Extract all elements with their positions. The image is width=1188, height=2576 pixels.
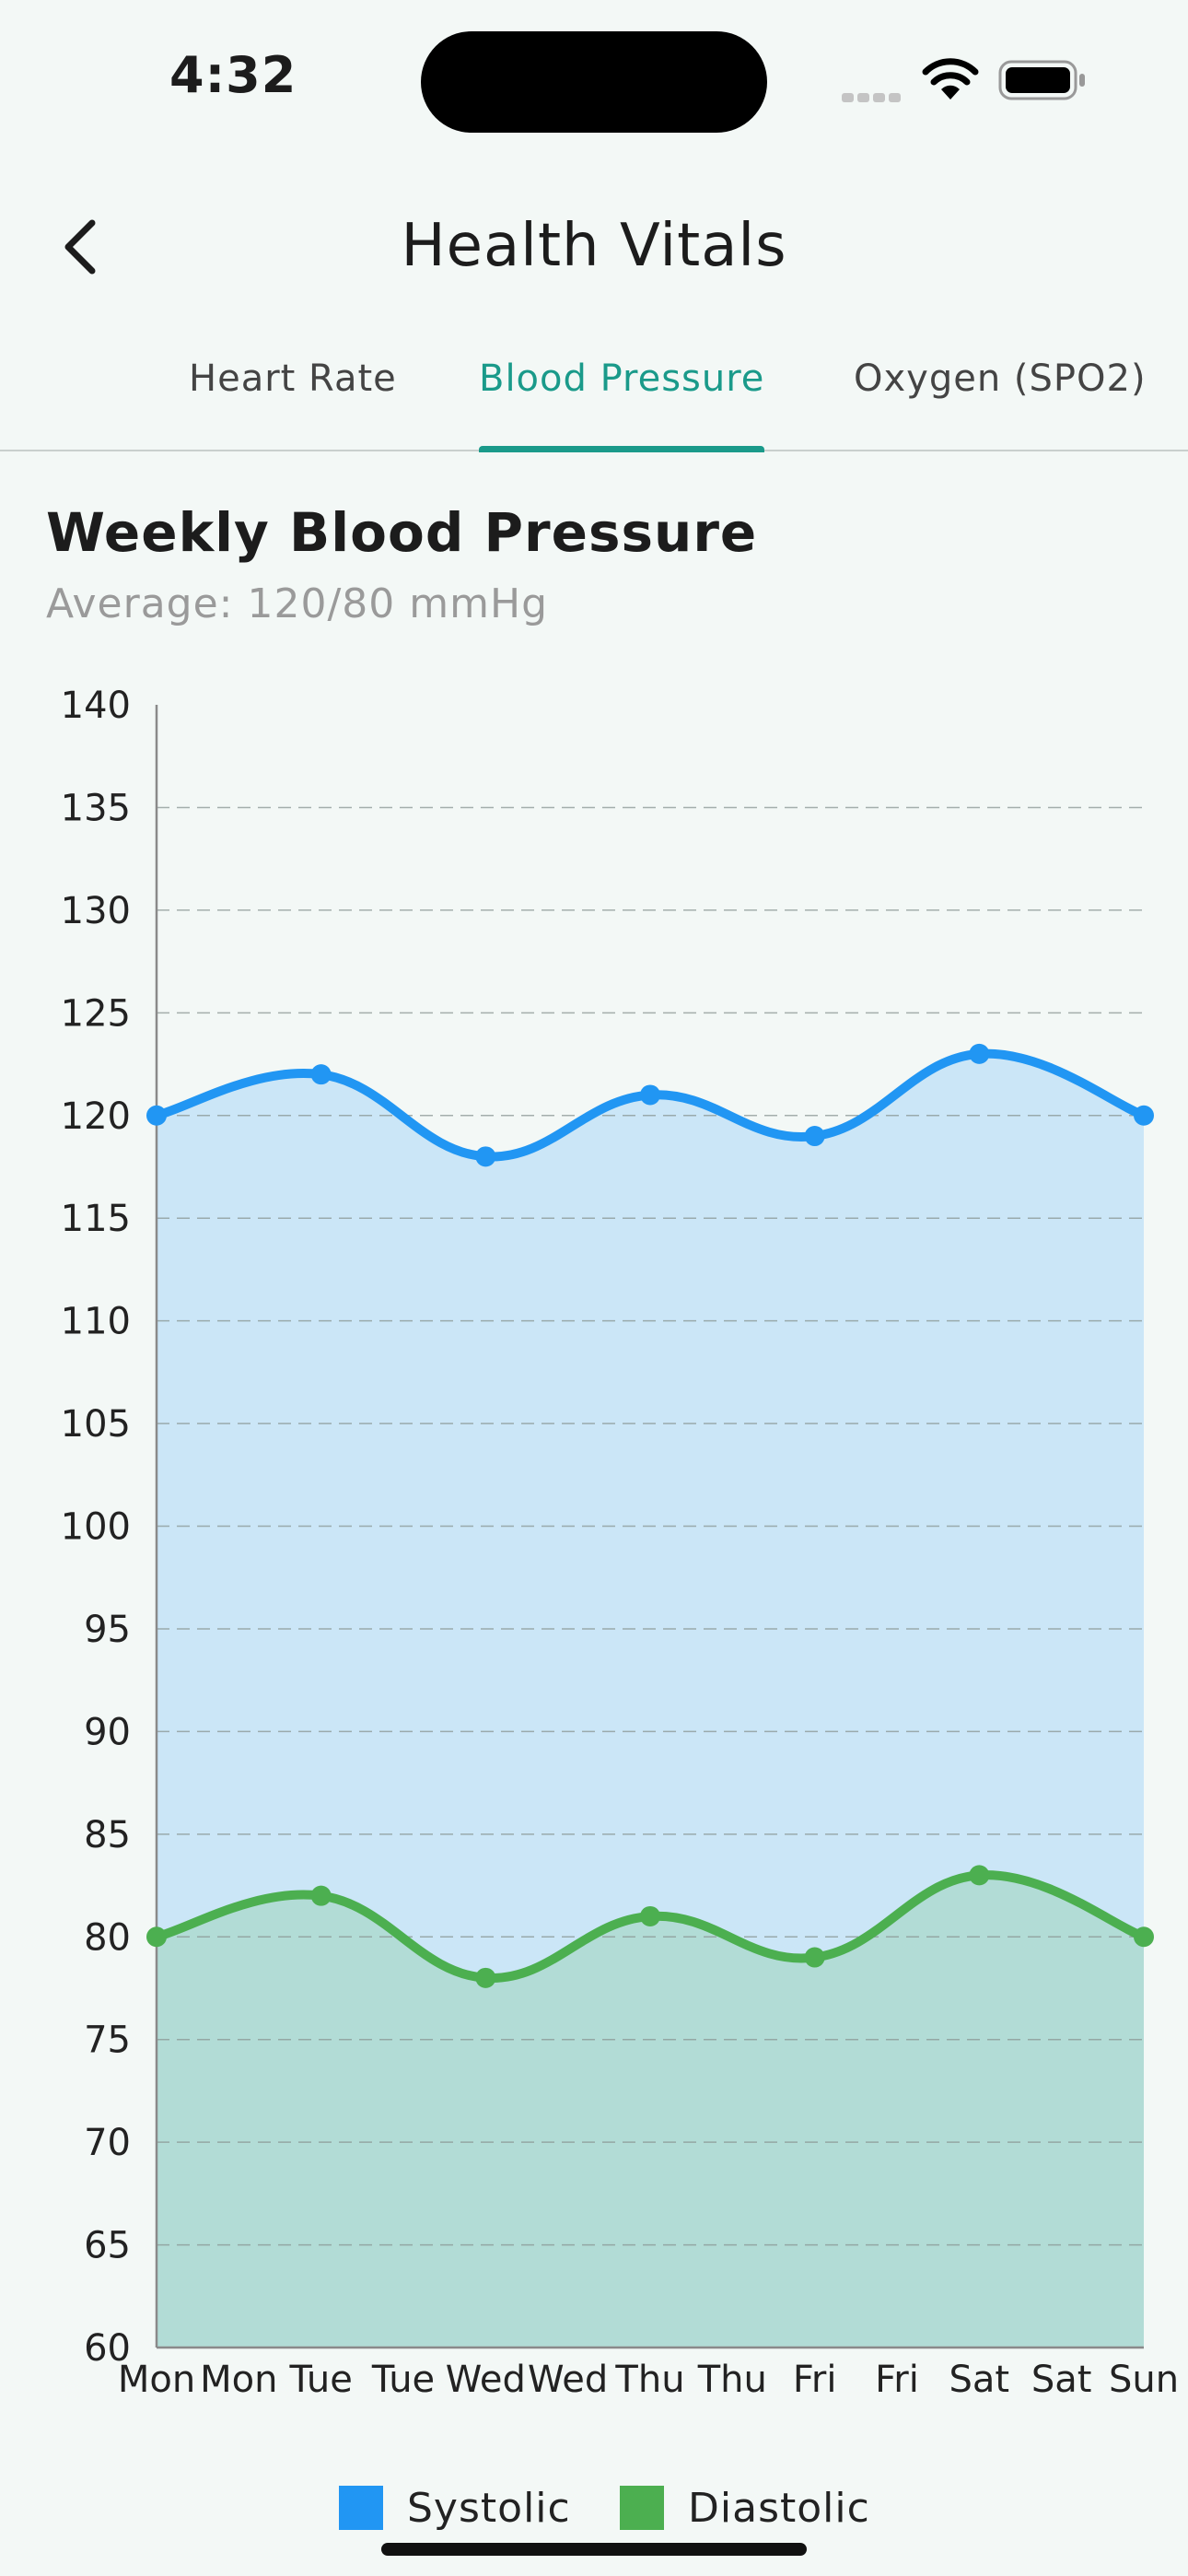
- chart-title: Weekly Blood Pressure: [46, 501, 758, 564]
- home-indicator: [381, 2543, 807, 2556]
- y-tick-label: 140: [61, 685, 131, 727]
- y-tick-label: 120: [61, 1095, 131, 1138]
- diastolic-area: [157, 1875, 1144, 2348]
- x-tick-label: Tue: [371, 2359, 435, 2401]
- legend-swatch-diastolic: [620, 2486, 664, 2530]
- x-tick-label: Fri: [875, 2359, 919, 2401]
- tab-heart-rate[interactable]: Heart Rate: [189, 357, 397, 400]
- diastolic-point: [640, 1905, 660, 1926]
- x-tick-label: Thu: [697, 2359, 767, 2401]
- y-tick-label: 90: [84, 1711, 131, 1753]
- chart-legend: Systolic Diastolic: [0, 2480, 1188, 2535]
- y-tick-label: 85: [84, 1814, 131, 1856]
- battery-icon: [998, 60, 1085, 100]
- x-tick-label: Fri: [793, 2359, 837, 2401]
- y-tick-label: 60: [84, 2327, 131, 2370]
- y-tick-label: 70: [84, 2122, 131, 2164]
- diastolic-point: [475, 1967, 496, 1988]
- diastolic-point: [310, 1885, 332, 1906]
- legend-item-diastolic: Diastolic: [620, 2480, 870, 2535]
- status-bar: 4:32: [0, 0, 1188, 166]
- blood-pressure-chart: 60 65 70 75 80 85 90 95 100 105 110 115 120 125 130 135…: [61, 685, 1179, 2401]
- y-tick-label: 95: [84, 1609, 131, 1651]
- back-button[interactable]: [48, 210, 122, 284]
- y-tick-label: 130: [61, 890, 131, 932]
- legend-item-systolic: Systolic: [339, 2480, 571, 2535]
- x-tick-label: Thu: [614, 2359, 684, 2401]
- cellular-signal-icon: [842, 88, 904, 106]
- status-time: 4:32: [169, 46, 297, 104]
- y-tick-label: 65: [84, 2225, 131, 2267]
- systolic-point: [146, 1105, 167, 1126]
- systolic-point: [969, 1043, 990, 1064]
- tab-oxygen-spo2[interactable]: Oxygen (SPO2): [854, 357, 1147, 400]
- systolic-point: [310, 1064, 332, 1085]
- tab-bar: Heart Rate Blood Pressure Oxygen (SPO2): [0, 341, 1188, 452]
- x-tick-label: Sat: [949, 2359, 1010, 2401]
- page-title: Health Vitals: [401, 212, 787, 280]
- x-tick-label: Wed: [528, 2359, 608, 2401]
- y-tick-label: 105: [61, 1403, 131, 1446]
- diastolic-point: [804, 1947, 825, 1968]
- legend-label-systolic: Systolic: [407, 2484, 571, 2532]
- diastolic-point: [969, 1865, 990, 1886]
- chart-subtitle: Average: 120/80 mmHg: [46, 580, 549, 627]
- tab-blood-pressure[interactable]: Blood Pressure: [479, 357, 765, 400]
- y-tick-label: 75: [84, 2020, 131, 2062]
- wifi-icon: [922, 58, 979, 100]
- x-tick-label: Mon: [118, 2359, 195, 2401]
- x-tick-label: Sat: [1031, 2359, 1092, 2401]
- app-header: Health Vitals: [0, 184, 1188, 304]
- y-tick-label: 125: [61, 992, 131, 1035]
- y-tick-label: 110: [61, 1301, 131, 1343]
- y-tick-label: 135: [61, 787, 131, 829]
- diastolic-point: [146, 1926, 167, 1948]
- x-tick-label: Mon: [200, 2359, 277, 2401]
- x-tick-label: Sun: [1109, 2359, 1179, 2401]
- systolic-point: [1134, 1105, 1154, 1126]
- dynamic-island: [421, 31, 767, 133]
- diastolic-point: [1134, 1926, 1154, 1948]
- y-tick-label: 115: [61, 1198, 131, 1240]
- systolic-point: [804, 1126, 825, 1147]
- y-tick-label: 80: [84, 1916, 131, 1959]
- chevron-left-icon: [64, 219, 96, 275]
- active-tab-indicator: [479, 446, 764, 452]
- systolic-point: [640, 1084, 660, 1106]
- legend-swatch-systolic: [339, 2486, 383, 2530]
- legend-label-diastolic: Diastolic: [688, 2484, 870, 2532]
- y-tick-label: 100: [61, 1506, 131, 1549]
- x-tick-label: Tue: [289, 2359, 353, 2401]
- x-tick-label: Wed: [446, 2359, 526, 2401]
- systolic-point: [475, 1146, 496, 1167]
